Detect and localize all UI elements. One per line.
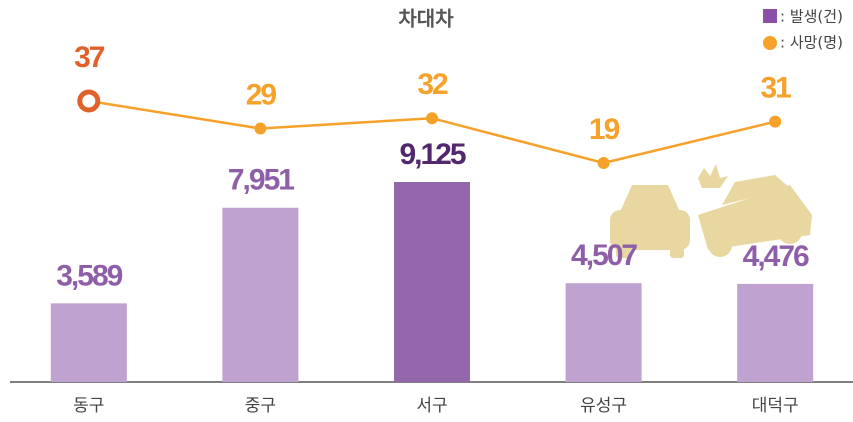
legend-marker [763,9,777,23]
line-value-label: 29 [246,78,277,111]
x-tick-label: 대덕구 [752,396,799,416]
line-marker [769,116,781,128]
line-marker [598,157,610,169]
legend-marker [763,36,777,50]
x-tick-label: 서구 [416,396,447,416]
bar [394,182,470,382]
bar-value-label: 4,507 [571,239,637,272]
legend-label: : 발생(건) [780,8,843,26]
legend-label: : 사망(명) [780,34,843,52]
bar [566,283,642,382]
line-marker [80,92,98,110]
chart-title: 차대차 [398,7,454,31]
chart: 차대차 동구 중구 서구 유성구 대덕구 3,589 7,951 9,125 4,507 4,47… [0,0,853,422]
line-value-label: 32 [417,68,448,101]
line-value-label: 37 [74,41,105,74]
bar-value-label: 9,125 [399,138,465,171]
line-marker [426,112,438,124]
bar [222,208,298,382]
line-marker [254,123,266,135]
bar [51,303,127,382]
x-tick-label: 중구 [245,396,276,416]
bar-value-label: 7,951 [228,164,294,197]
line-value-label: 19 [589,113,620,146]
x-tick-label: 유성구 [580,396,627,416]
x-tick-label: 동구 [73,396,104,416]
bar [737,284,813,382]
bar-value-label: 3,589 [56,259,122,292]
line-value-label: 31 [761,72,792,105]
bar-value-label: 4,476 [743,240,809,273]
